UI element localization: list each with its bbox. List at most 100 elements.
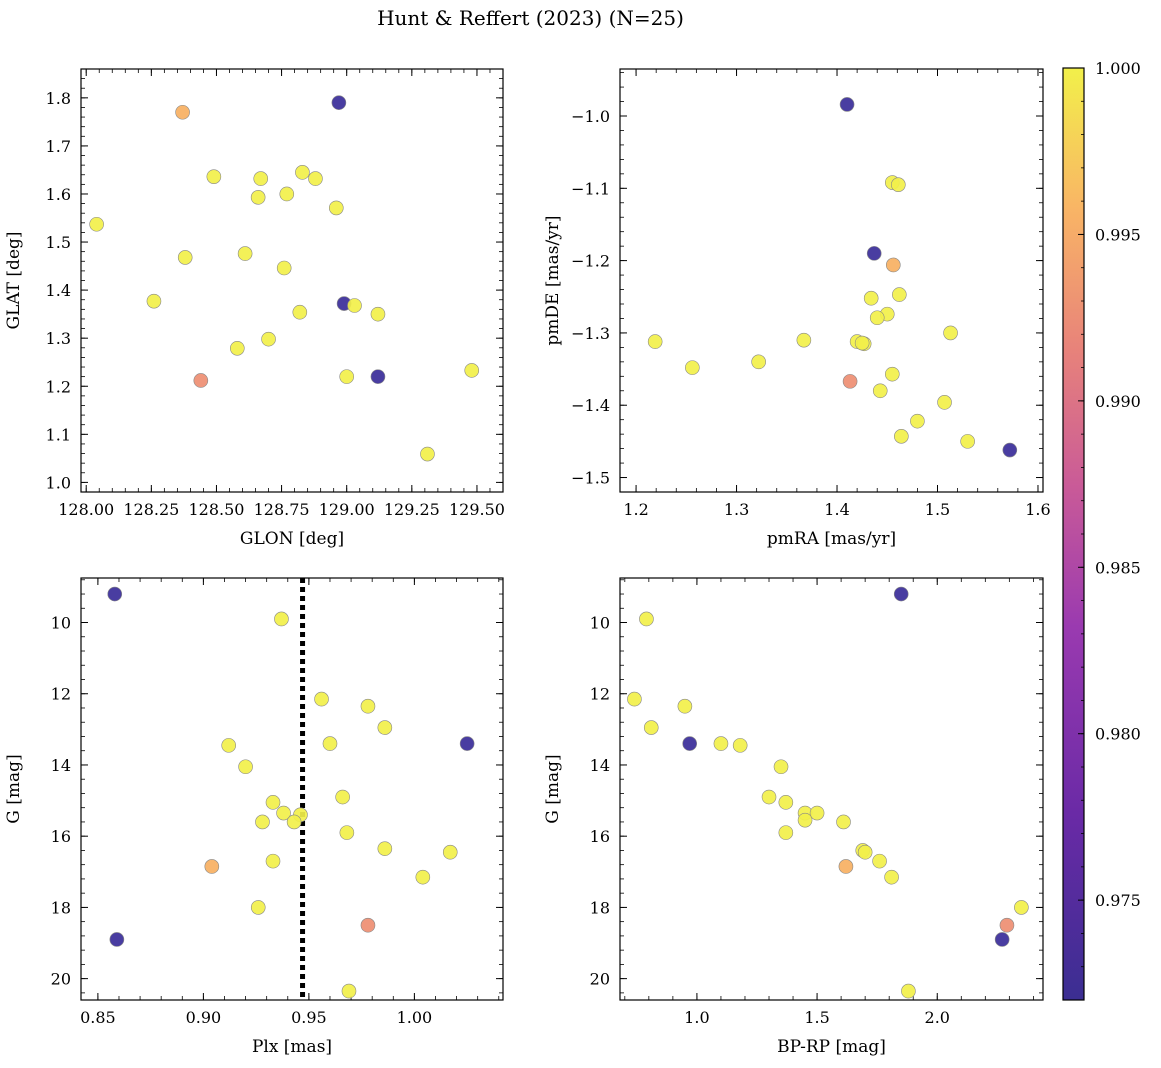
data-point <box>146 293 162 309</box>
x-ticks: 1.0 1.5 2.0 <box>624 578 1034 1027</box>
data-point <box>250 900 266 915</box>
axes-frame <box>619 577 1044 1001</box>
data-point <box>274 611 289 627</box>
data-point <box>360 917 376 933</box>
y-tick-label: −1.5 <box>571 469 610 488</box>
x-axis-label: Plx [mas] <box>252 1037 332 1057</box>
data-point <box>109 932 125 947</box>
data-point <box>838 859 854 874</box>
page-title: Hunt & Reffert (2023) (N=25) <box>377 6 684 30</box>
data-point <box>265 795 281 810</box>
data-point <box>370 306 386 322</box>
data-point <box>643 720 659 735</box>
colorbar-tick-label: 0.995 <box>1095 225 1141 244</box>
x-tick-label: 1.3 <box>724 500 749 519</box>
y-tick-label: 10 <box>51 614 71 633</box>
data-point <box>778 825 794 840</box>
data-point <box>994 932 1010 947</box>
y-ticks: 10 12 14 16 18 20 <box>590 579 1043 994</box>
data-point <box>863 290 879 306</box>
x-tick-label: 1.5 <box>925 500 950 519</box>
data-point <box>854 335 870 351</box>
x-tick-label: 129.25 <box>384 500 440 519</box>
data-point <box>377 841 393 856</box>
scatter-panels: 128.00 128.25 128.50 128.75 129.00 129.25 129.… <box>4 68 1051 1057</box>
colorbar-tick-label: 0.980 <box>1095 725 1141 744</box>
x-tick-label: 0.85 <box>80 1008 116 1027</box>
y-tick-label: 1.1 <box>46 425 71 444</box>
data-point <box>206 169 222 184</box>
y-tick-label: 18 <box>51 898 71 917</box>
data-point <box>322 736 338 751</box>
data-point <box>809 805 825 821</box>
data-point <box>761 789 777 805</box>
y-tick-label: 14 <box>590 756 610 775</box>
y-tick-label: 1.8 <box>46 89 71 108</box>
axes-frame <box>80 68 504 493</box>
x-ticks: 1.2 1.3 1.4 1.5 1.6 <box>623 69 1051 519</box>
data-point <box>682 736 697 751</box>
y-axis-label: G [mag] <box>543 754 563 823</box>
x-tick-label: 0.90 <box>186 1008 222 1027</box>
y-tick-label: 1.5 <box>46 233 71 252</box>
axes-frame <box>80 577 504 1001</box>
y-tick-label: 12 <box>590 685 610 704</box>
y-ticks: 1.0 1.1 1.2 1.3 1.4 1.5 1.6 1.7 1.8 <box>46 78 503 493</box>
data-point <box>884 366 900 382</box>
x-axis-label: pmRA [mas/yr] <box>767 529 896 549</box>
data-point <box>1014 900 1029 915</box>
x-tick-label: 128.25 <box>123 500 179 519</box>
data-point <box>884 869 899 885</box>
data-point <box>253 171 269 186</box>
data-point <box>885 257 901 273</box>
data-point <box>796 332 812 348</box>
data-point <box>339 369 355 384</box>
y-tick-label: 20 <box>590 970 610 989</box>
y-tick-label: 16 <box>51 827 71 846</box>
data-point <box>464 363 480 378</box>
data-point <box>442 844 458 860</box>
data-point <box>347 298 362 313</box>
data-point <box>341 983 357 999</box>
data-points <box>89 95 480 462</box>
y-tick-label: −1.0 <box>571 107 610 126</box>
data-point <box>751 354 766 370</box>
data-point <box>732 738 748 753</box>
data-point <box>276 260 292 276</box>
data-point <box>308 171 323 186</box>
data-point <box>276 805 291 821</box>
data-point <box>773 759 789 775</box>
x-tick-label: 129.50 <box>449 500 505 519</box>
data-point <box>295 165 310 180</box>
y-tick-label: −1.2 <box>571 252 610 271</box>
x-tick-label: 129.00 <box>319 500 375 519</box>
data-point <box>892 287 907 302</box>
data-point <box>370 369 386 384</box>
data-point <box>1002 442 1018 458</box>
data-point <box>89 216 104 232</box>
data-point <box>335 789 350 805</box>
data-point <box>221 738 236 753</box>
data-point <box>229 340 245 356</box>
data-points <box>627 586 1029 999</box>
data-point <box>778 795 794 810</box>
y-tick-label: 10 <box>590 614 610 633</box>
y-tick-label: 1.4 <box>46 281 71 300</box>
data-point <box>713 736 729 751</box>
data-point <box>872 383 888 399</box>
x-tick-label: 1.2 <box>623 500 648 519</box>
data-point <box>797 812 813 828</box>
colorbar-gradient <box>1062 67 1085 1001</box>
x-axis-label: BP-RP [mag] <box>777 1037 886 1057</box>
data-point <box>360 698 376 714</box>
x-tick-label: 2.0 <box>925 1008 950 1027</box>
data-point <box>836 814 851 830</box>
y-tick-label: 18 <box>590 898 610 917</box>
data-point <box>839 97 855 112</box>
x-tick-label: 128.75 <box>254 500 310 519</box>
data-point <box>459 736 475 751</box>
y-tick-label: 1.0 <box>46 473 71 492</box>
colorbar-tick-label: 0.985 <box>1095 558 1141 577</box>
colorbar: 0.975 0.980 0.985 0.990 0.995 1.000 <box>1062 59 1141 1001</box>
data-point <box>237 246 253 261</box>
